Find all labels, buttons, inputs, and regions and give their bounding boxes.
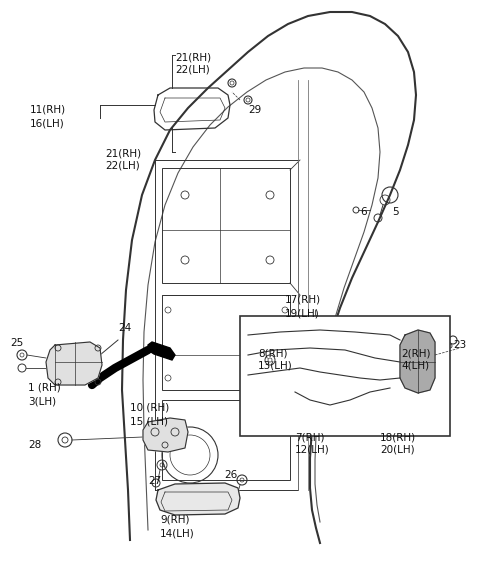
Text: 5: 5	[392, 207, 398, 217]
Text: 20(LH): 20(LH)	[380, 445, 415, 455]
Text: 16(LH): 16(LH)	[30, 118, 65, 128]
Text: 22(LH): 22(LH)	[175, 65, 210, 75]
Polygon shape	[156, 483, 240, 515]
Text: 23: 23	[453, 340, 466, 350]
Text: 25: 25	[10, 338, 23, 348]
Polygon shape	[148, 342, 175, 360]
Text: 17(RH): 17(RH)	[285, 295, 321, 305]
Text: 2(RH): 2(RH)	[401, 348, 431, 358]
Text: 8(RH): 8(RH)	[258, 348, 288, 358]
Text: 3(LH): 3(LH)	[28, 396, 56, 406]
Bar	[240, 316, 450, 436]
Text: 18(RH): 18(RH)	[380, 432, 416, 442]
Text: 27: 27	[148, 476, 161, 486]
Text: 28: 28	[28, 440, 41, 450]
Text: 15 (LH): 15 (LH)	[130, 416, 168, 426]
Polygon shape	[46, 342, 102, 385]
Text: 4(LH): 4(LH)	[401, 361, 429, 371]
Text: 22(LH): 22(LH)	[105, 161, 140, 171]
Text: 1 (RH): 1 (RH)	[28, 383, 61, 393]
Text: 14(LH): 14(LH)	[160, 528, 195, 538]
Text: 6: 6	[360, 207, 367, 217]
Text: 12(LH): 12(LH)	[295, 445, 330, 455]
Text: 7(RH): 7(RH)	[295, 432, 324, 442]
Polygon shape	[400, 330, 435, 393]
Polygon shape	[143, 418, 188, 452]
Bar	[162, 295, 290, 390]
Text: 26: 26	[224, 470, 237, 480]
Text: 13(LH): 13(LH)	[258, 361, 293, 371]
Text: 11(RH): 11(RH)	[30, 105, 66, 115]
Text: 9(RH): 9(RH)	[160, 515, 190, 525]
Text: 24: 24	[118, 323, 131, 333]
Bar	[162, 168, 290, 283]
Text: 10 (RH): 10 (RH)	[130, 403, 169, 413]
Bar	[162, 400, 290, 480]
Text: 21(RH): 21(RH)	[105, 148, 141, 158]
Text: 21(RH): 21(RH)	[175, 52, 211, 62]
Text: 19(LH): 19(LH)	[285, 308, 320, 318]
Text: 29: 29	[248, 105, 261, 115]
